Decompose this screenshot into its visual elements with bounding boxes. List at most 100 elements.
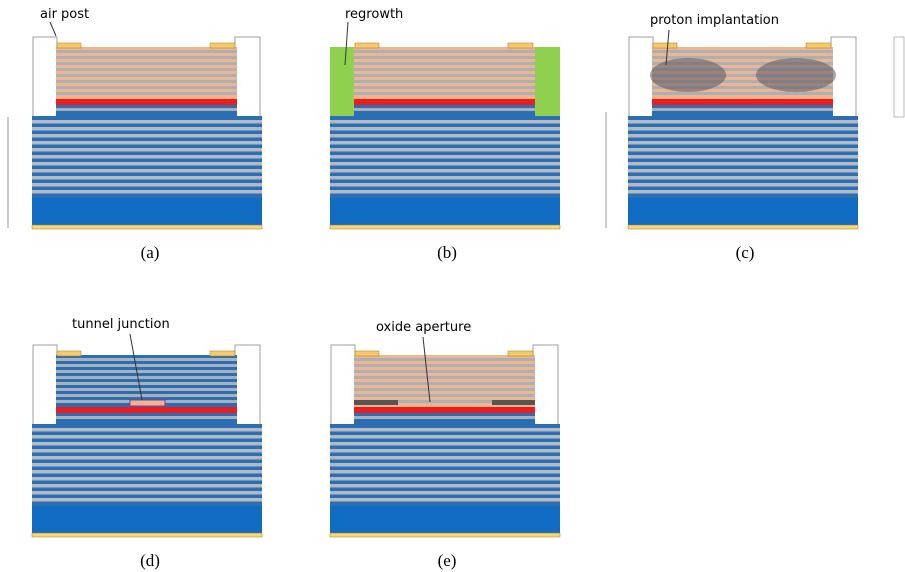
contact — [653, 43, 677, 48]
regrowth — [330, 47, 354, 116]
implant — [756, 58, 836, 92]
dbr-stripe — [32, 442, 262, 446]
leader — [50, 22, 56, 36]
mesa-stripe — [56, 394, 237, 397]
mesa-stripe — [56, 382, 237, 385]
dbr-stripe — [330, 491, 560, 495]
active-layer — [56, 99, 237, 105]
panel-caption: (e) — [438, 551, 457, 570]
dbr-stripe — [628, 134, 858, 138]
panel-caption: (d) — [140, 551, 160, 570]
dbr-stripe — [32, 127, 262, 131]
oxide — [492, 400, 535, 405]
active-layer — [354, 407, 535, 413]
mesa-stripe — [354, 358, 535, 361]
regrowth — [535, 47, 560, 116]
mesa-stripe — [56, 108, 237, 111]
dbr-stripe — [628, 120, 858, 124]
dbr-stripe — [330, 449, 560, 453]
dbr-stripe — [32, 484, 262, 488]
mesa-stripe — [354, 68, 535, 71]
active-layer — [56, 407, 237, 413]
dbr-stripe — [32, 477, 262, 481]
post-outline — [235, 345, 260, 425]
dbr-stripe — [330, 463, 560, 467]
dbr-stripe — [32, 148, 262, 152]
mesa-stripe — [56, 56, 237, 59]
dbr-stripe — [32, 428, 262, 432]
dbr-stripe — [330, 176, 560, 180]
post-outline — [331, 345, 355, 425]
dbr-stripe — [330, 477, 560, 481]
mesa-stripe — [56, 68, 237, 71]
post-outline — [33, 37, 57, 117]
contact — [806, 43, 831, 48]
mesa-stripe — [354, 50, 535, 53]
dbr-stripe — [628, 127, 858, 131]
mesa-stripe — [652, 92, 833, 95]
mesa-stripe — [56, 370, 237, 373]
post-outline — [33, 345, 57, 425]
dbr-stripe — [628, 141, 858, 145]
dbr-stripe — [32, 183, 262, 187]
outline — [894, 37, 904, 117]
mesa-stripe — [354, 62, 535, 65]
panel-label: regrowth — [345, 7, 403, 22]
substrate — [32, 198, 262, 225]
dbr-stripe — [330, 183, 560, 187]
dbr-stripe — [32, 435, 262, 439]
dbr-stripe — [330, 470, 560, 474]
contact — [57, 351, 81, 356]
mesa-stripe — [354, 86, 535, 89]
mesa-stripe — [354, 108, 535, 111]
mesa-stripe — [354, 376, 535, 379]
dbr-stripe — [32, 176, 262, 180]
substrate — [628, 198, 858, 225]
dbr-stripe — [628, 169, 858, 173]
mesa-stripe — [56, 86, 237, 89]
mesa-stripe — [56, 80, 237, 83]
bottom-contact — [32, 533, 262, 537]
panel-caption: (b) — [437, 243, 457, 262]
panel-label: tunnel junction — [72, 317, 170, 332]
dbr-stripe — [628, 190, 858, 194]
mesa-stripe — [354, 388, 535, 391]
post-outline — [629, 37, 653, 117]
mesa-stripe — [354, 382, 535, 385]
dbr-stripe — [330, 442, 560, 446]
mesa-stripe — [652, 108, 833, 111]
dbr-stripe — [330, 428, 560, 432]
dbr-stripe — [330, 127, 560, 131]
post-outline — [533, 345, 558, 425]
shapes — [8, 22, 904, 537]
mesa-stripe — [354, 56, 535, 59]
mesa-stripe — [56, 62, 237, 65]
panel-label: oxide aperture — [376, 320, 471, 335]
panel-label: air post — [40, 7, 89, 22]
dbr-stripe — [628, 176, 858, 180]
dbr-stripe — [32, 155, 262, 159]
active-layer — [354, 99, 535, 105]
mesa — [354, 355, 535, 407]
mesa — [56, 47, 237, 99]
mesa-stripe — [56, 416, 237, 419]
dbr-stripe — [32, 463, 262, 467]
dbr-stripe — [330, 435, 560, 439]
bottom-contact — [32, 225, 262, 229]
panel-caption: (c) — [736, 243, 755, 262]
mesa-stripe — [56, 364, 237, 367]
dbr-stripe — [330, 134, 560, 138]
dbr-stripe — [32, 141, 262, 145]
contact — [210, 43, 235, 48]
dbr-stripe — [32, 491, 262, 495]
dbr-stripe — [32, 134, 262, 138]
dbr-stripe — [32, 470, 262, 474]
substrate — [32, 506, 262, 533]
mesa-stripe — [354, 364, 535, 367]
dbr-stripe — [330, 169, 560, 173]
mesa-stripe — [354, 92, 535, 95]
dbr-stripe — [32, 169, 262, 173]
mesa-stripe — [354, 74, 535, 77]
figure: air post (a) regrowth (b) proton implant… — [0, 0, 905, 572]
mesa-stripe — [56, 92, 237, 95]
